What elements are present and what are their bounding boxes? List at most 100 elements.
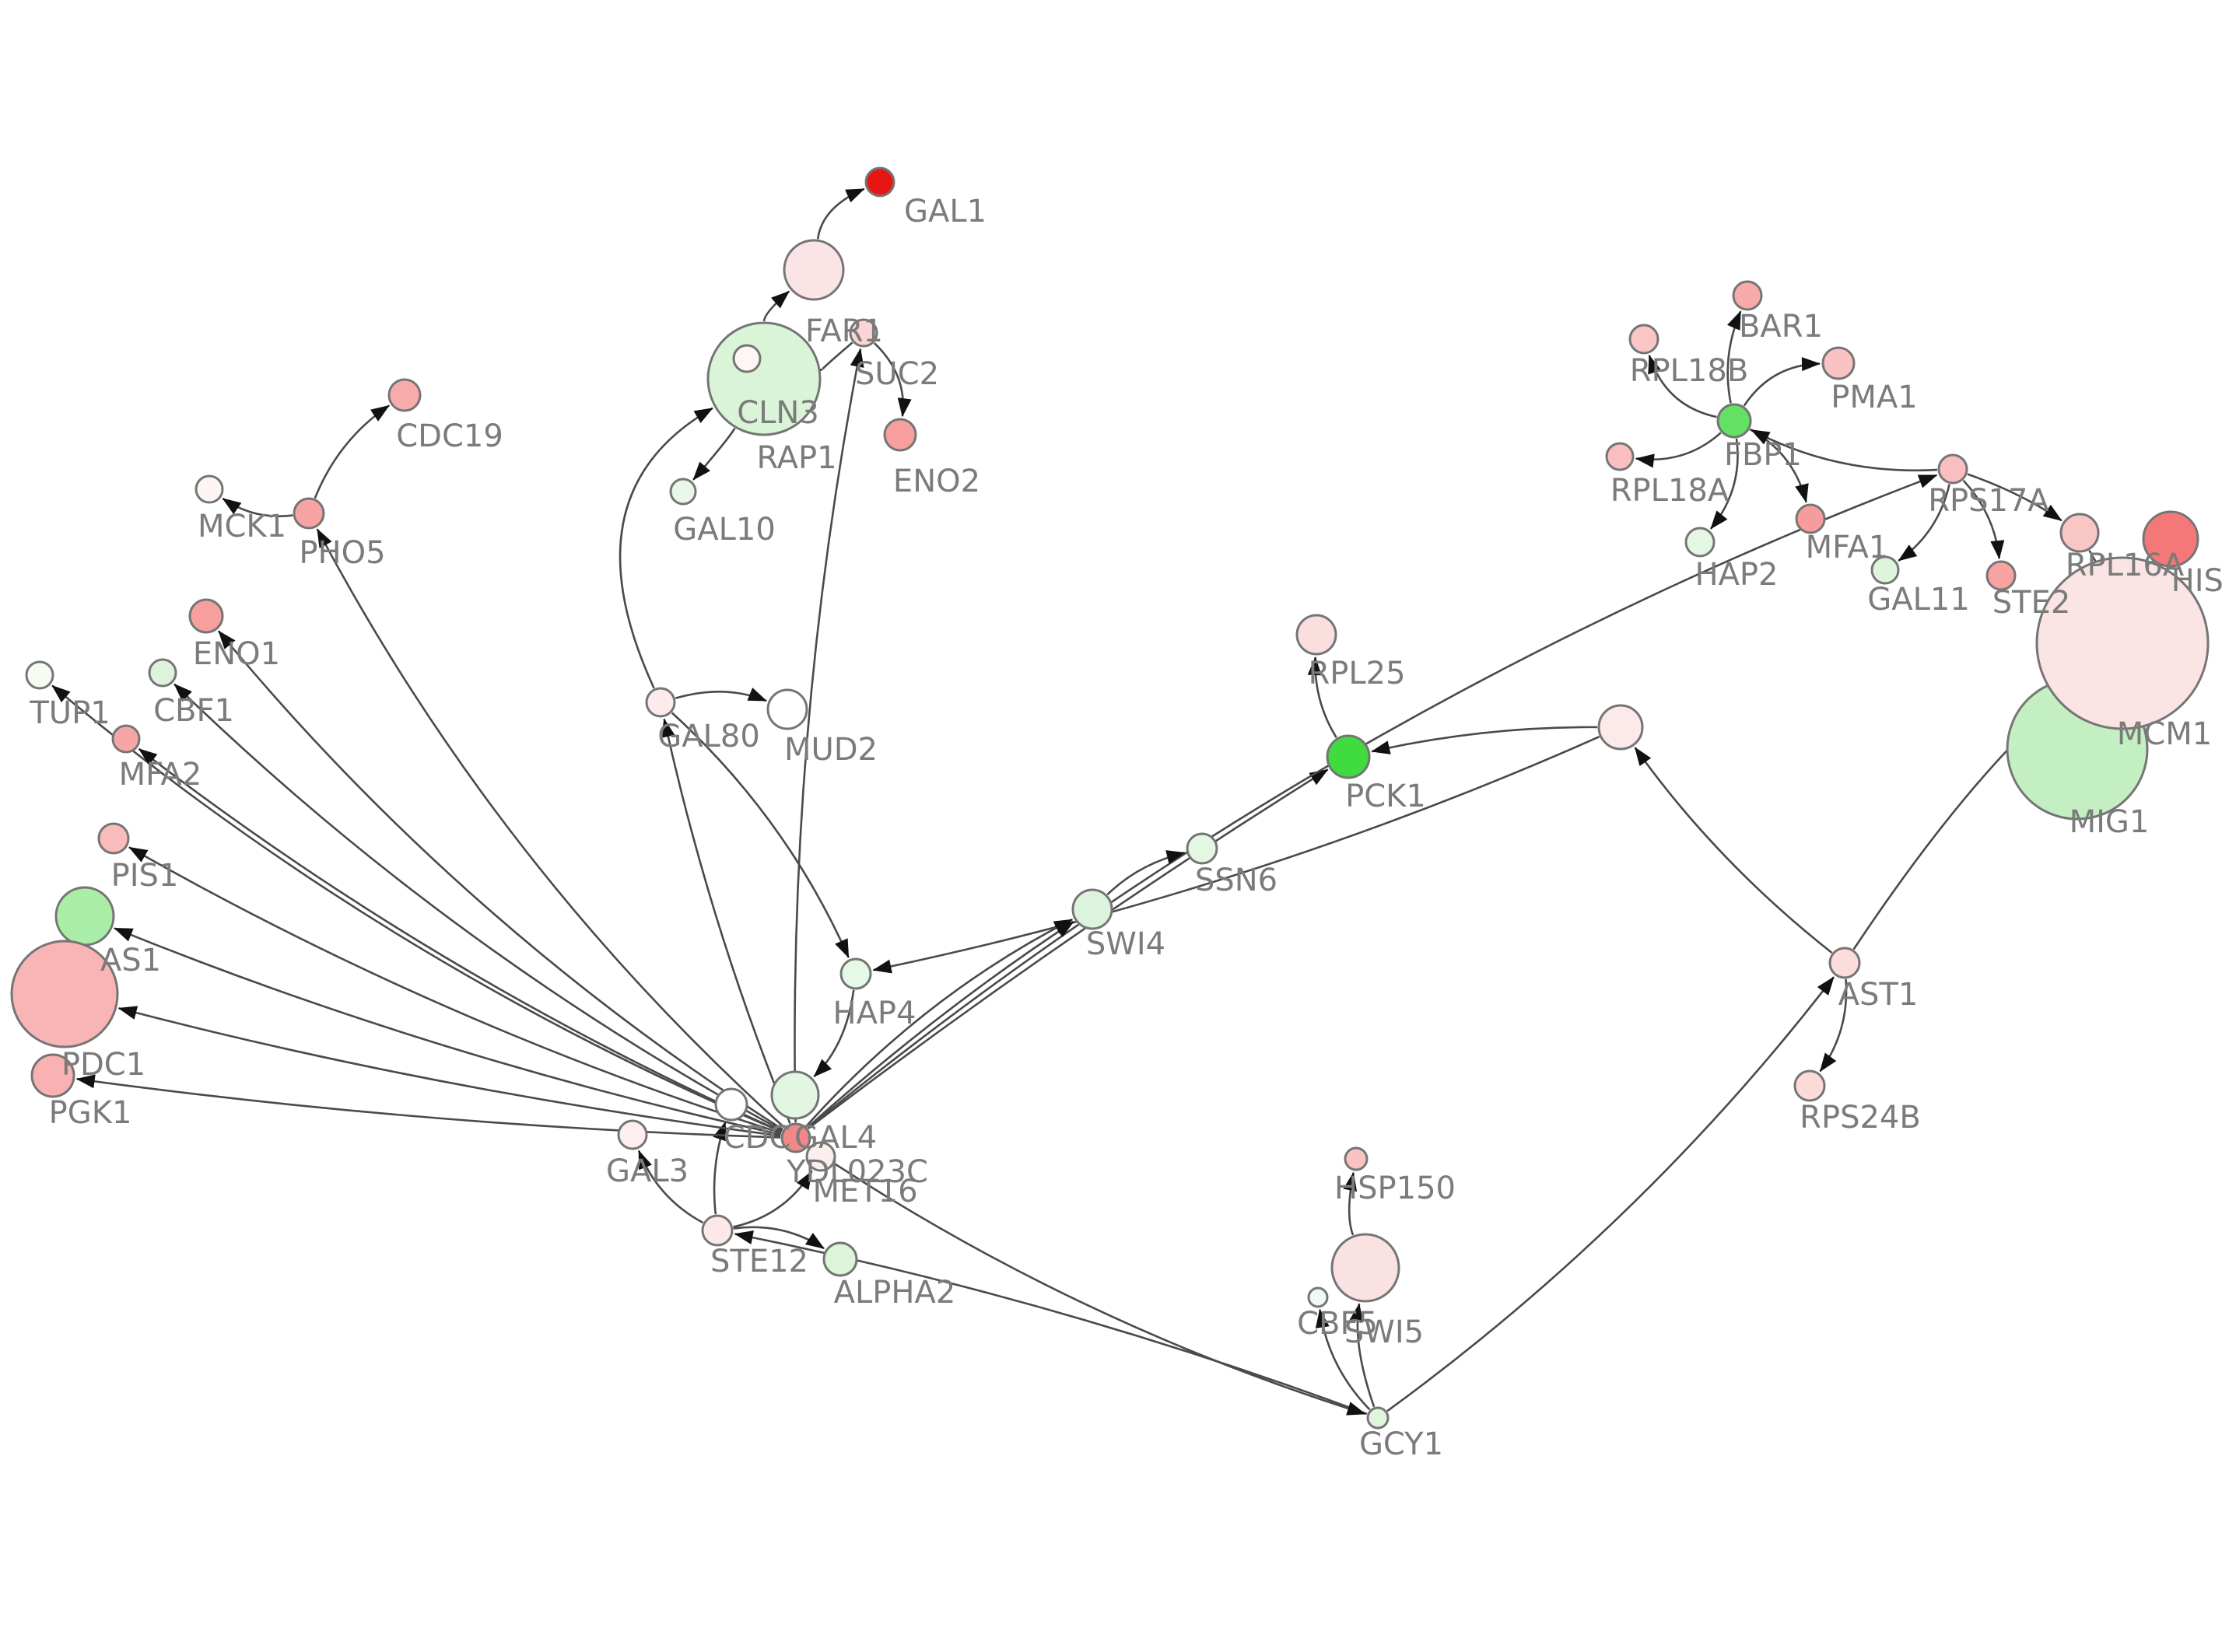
- node-ast1[interactable]: [1828, 947, 1861, 979]
- edge-fbp1-hap2[interactable]: [1709, 438, 1739, 530]
- edge-ste12-gal3[interactable]: [637, 1150, 704, 1224]
- node-his4[interactable]: [2142, 510, 2199, 568]
- node-rpl18b[interactable]: [1628, 324, 1659, 355]
- node-rpl18a[interactable]: [1605, 442, 1635, 471]
- edge-cln3-far1[interactable]: [762, 290, 790, 322]
- node-hap4[interactable]: [839, 957, 872, 990]
- node-rap1[interactable]: [732, 344, 762, 373]
- node-far1[interactable]: [783, 239, 845, 301]
- node-label-ste2: STE2: [1992, 585, 2071, 621]
- node-swi4[interactable]: [1071, 888, 1113, 930]
- edge-gal80-hap4[interactable]: [671, 712, 850, 958]
- edge-ste12-ydl023c[interactable]: [733, 1170, 813, 1228]
- node-bar1[interactable]: [1732, 280, 1763, 311]
- edge-fbp1-pma1[interactable]: [1743, 357, 1821, 407]
- node-as1[interactable]: [54, 886, 115, 947]
- edge-gal80-mud2[interactable]: [675, 688, 768, 702]
- node-pck1[interactable]: [1326, 734, 1371, 779]
- edge-gal4-gal80[interactable]: [661, 718, 791, 1124]
- node-mcm1[interactable]: [2035, 556, 2210, 730]
- edge-gal4-as1[interactable]: [114, 927, 781, 1136]
- node-gal10[interactable]: [669, 478, 697, 506]
- node-mfa2[interactable]: [111, 724, 141, 754]
- edge-gcy1-swi5[interactable]: [1349, 1303, 1376, 1408]
- node-mck1[interactable]: [195, 474, 224, 504]
- node-tup1[interactable]: [25, 660, 54, 690]
- edge-cln3-gal10[interactable]: [692, 428, 736, 481]
- edge-gcy1-ast1[interactable]: [1386, 976, 1835, 1412]
- edge-swi5-hsp150[interactable]: [1343, 1171, 1358, 1236]
- node-fbp1[interactable]: [1716, 403, 1752, 439]
- edge-ast1-unl[interactable]: [1634, 747, 1833, 954]
- node-ste12[interactable]: [701, 1214, 734, 1247]
- edge-unl-pck1[interactable]: [1371, 726, 1598, 754]
- node-ssn6[interactable]: [1186, 832, 1218, 865]
- edge-gal4-gcy1[interactable]: [808, 1146, 1366, 1416]
- edge-gal4-swi4[interactable]: [807, 920, 1074, 1129]
- edge-gcy1-cbf5[interactable]: [1315, 1308, 1371, 1411]
- node-gal80[interactable]: [645, 687, 676, 718]
- node-swi5[interactable]: [1330, 1233, 1400, 1303]
- node-rpl25[interactable]: [1295, 614, 1337, 656]
- node-eno1[interactable]: [188, 598, 224, 634]
- edge-gal4-mfa2[interactable]: [138, 747, 783, 1133]
- node-rps17a[interactable]: [1937, 453, 1968, 485]
- edge-fbp1-bar1[interactable]: [1726, 310, 1742, 404]
- node-unl[interactable]: [1597, 704, 1644, 751]
- node-gal1[interactable]: [864, 166, 895, 198]
- edge-gal80-cln3[interactable]: [619, 407, 713, 689]
- edge-pck1-rpl25[interactable]: [1307, 656, 1337, 738]
- edge-gal4-suc2[interactable]: [794, 348, 864, 1123]
- edge-ste12-alpha2[interactable]: [733, 1226, 825, 1250]
- node-gal4[interactable]: [780, 1122, 811, 1153]
- node-biggreen[interactable]: [770, 1070, 820, 1120]
- node-pho5[interactable]: [293, 497, 325, 530]
- edge-suc2-eno2[interactable]: [873, 342, 912, 418]
- edge-hap4-biggreen[interactable]: [813, 989, 855, 1078]
- node-pis1[interactable]: [97, 822, 130, 855]
- edge-rps17a-rpl16a[interactable]: [1967, 473, 2063, 522]
- edge-gal4-cbf1[interactable]: [173, 683, 783, 1132]
- node-eno2[interactable]: [883, 418, 917, 452]
- node-cbf5[interactable]: [1307, 1286, 1329, 1308]
- node-mfa1[interactable]: [1795, 503, 1826, 534]
- edge-far1-gal1[interactable]: [816, 187, 865, 240]
- edge-gal4-pgk1[interactable]: [75, 1074, 781, 1139]
- edge-rps17a-fbp1[interactable]: [1751, 429, 1938, 472]
- edge-gal4-pis1[interactable]: [128, 846, 782, 1135]
- edge-fbp1-rpl18a[interactable]: [1635, 432, 1722, 468]
- edge-pho5-cdc19[interactable]: [314, 404, 390, 499]
- node-alpha2[interactable]: [822, 1241, 858, 1277]
- node-pma1[interactable]: [1821, 346, 1856, 380]
- node-rpl16a[interactable]: [2059, 513, 2100, 553]
- node-hap2[interactable]: [1684, 527, 1716, 558]
- edge-gal4-eno1[interactable]: [217, 630, 783, 1131]
- edge-swi4-ssn6[interactable]: [1106, 850, 1186, 896]
- node-gal3[interactable]: [617, 1119, 648, 1150]
- edge-ste12-cdc[interactable]: [713, 1121, 727, 1215]
- edge-gal4-pck1[interactable]: [808, 768, 1329, 1129]
- node-cdc[interactable]: [714, 1087, 748, 1122]
- edge-unl-hap4[interactable]: [872, 736, 1600, 974]
- node-gal11[interactable]: [1870, 555, 1900, 585]
- node-ste2[interactable]: [1985, 560, 2017, 591]
- edge-gal4-swi4[interactable]: [805, 919, 1074, 1127]
- edge-rps17a-ste2[interactable]: [1962, 479, 2005, 560]
- node-pgk1[interactable]: [30, 1053, 75, 1098]
- node-mud2[interactable]: [766, 688, 808, 730]
- node-hsp150[interactable]: [1344, 1146, 1369, 1171]
- node-suc2[interactable]: [849, 318, 878, 348]
- edge-rps17a-gal11[interactable]: [1898, 484, 1950, 562]
- node-cdc19[interactable]: [387, 378, 422, 412]
- edge-ast1-rps24b[interactable]: [1819, 978, 1848, 1073]
- node-pdc1[interactable]: [10, 940, 119, 1048]
- edge-gal4-pho5[interactable]: [316, 528, 785, 1129]
- edge-pho5-mck1[interactable]: [222, 497, 293, 518]
- edge-fbp1-rpl18b[interactable]: [1648, 354, 1717, 418]
- node-rps24b[interactable]: [1793, 1069, 1826, 1102]
- node-gcy1[interactable]: [1366, 1406, 1390, 1430]
- node-cbf1[interactable]: [148, 658, 177, 688]
- edge-gal4-pdc1[interactable]: [117, 1006, 781, 1137]
- node-ydl023c[interactable]: [805, 1141, 836, 1172]
